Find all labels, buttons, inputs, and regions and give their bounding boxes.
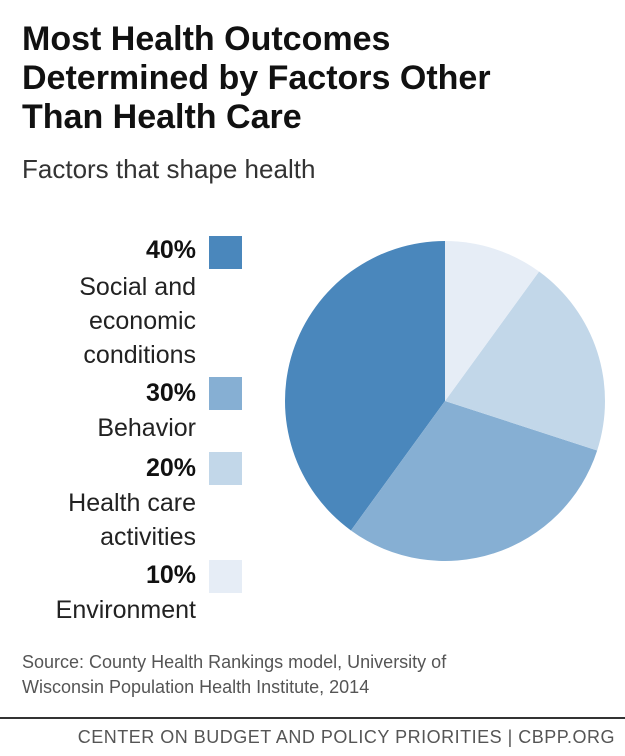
pie-slice-social: [284, 241, 445, 531]
legend-swatch-environment: [209, 560, 242, 593]
legend-swatch-behavior: [209, 377, 242, 410]
footer-credit: CENTER ON BUDGET AND POLICY PRIORITIES |…: [77, 727, 615, 747]
legend-value-social: 40%: [145, 236, 196, 264]
source-line-1: Source: County Health Rankings model, Un…: [22, 652, 447, 672]
pie-chart: [282, 238, 608, 564]
legend-label-environment: Environment: [56, 593, 196, 627]
legend-label-behavior: Behavior: [97, 411, 196, 445]
legend: 40% Social and economic conditions 30% B…: [0, 0, 260, 640]
legend-label-healthcare: Health care activities: [68, 486, 196, 554]
pie-chart-svg: [284, 241, 606, 562]
footer-divider: [0, 717, 625, 719]
title-line-1: Most Health Outcomes: [22, 20, 391, 58]
legend-value-behavior: 30%: [145, 379, 196, 407]
source-line-2: Wisconsin Population Health Institute, 2…: [22, 677, 370, 697]
legend-label-line: Social and: [79, 273, 196, 301]
title-line-3: Than Health Care: [22, 98, 302, 136]
legend-swatch-healthcare: [209, 452, 242, 485]
source-note: Source: County Health Rankings model, Un…: [22, 650, 602, 700]
pie-slice-environment: [445, 241, 540, 401]
chart-title: Most Health Outcomes Determined by Facto…: [22, 20, 612, 137]
legend-label-line: activities: [100, 523, 196, 551]
legend-value-environment: 10%: [145, 561, 196, 589]
legend-swatch-social: [209, 236, 242, 269]
chart-subtitle: Factors that shape health: [22, 154, 316, 184]
pie-slice-healthcare: [445, 271, 606, 451]
legend-label-line: Health care: [68, 489, 196, 517]
legend-label-line: economic: [89, 307, 196, 335]
title-line-2: Determined by Factors Other: [22, 59, 491, 97]
legend-value-healthcare: 20%: [145, 454, 196, 482]
pie-slice-behavior: [350, 401, 598, 562]
legend-label-line: Behavior: [97, 414, 196, 442]
legend-label-social: Social and economic conditions: [79, 270, 196, 372]
legend-label-line: Environment: [55, 596, 196, 624]
legend-label-line: conditions: [83, 341, 196, 369]
